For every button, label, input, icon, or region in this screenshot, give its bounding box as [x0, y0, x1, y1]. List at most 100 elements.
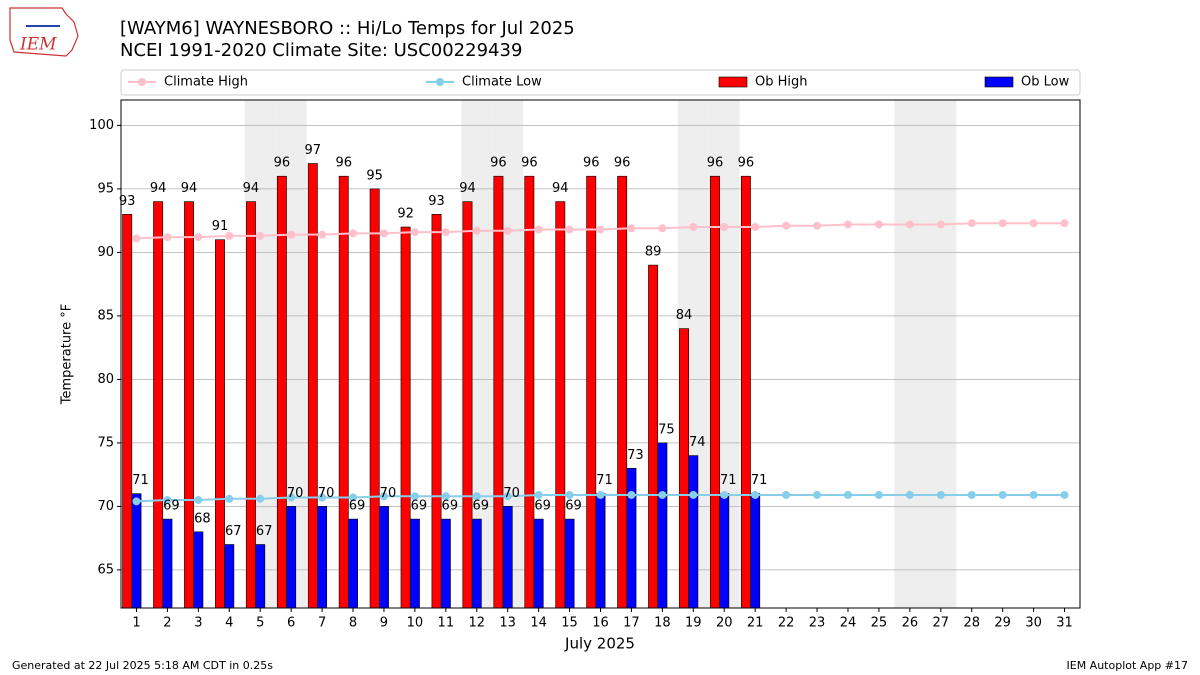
marker	[967, 219, 976, 228]
value-label: 84	[676, 308, 693, 323]
x-tick-label: 29	[994, 616, 1011, 631]
value-label: 96	[583, 156, 600, 171]
y-tick-label: 80	[97, 372, 114, 387]
value-label: 71	[132, 473, 149, 488]
bar	[255, 544, 266, 609]
bar	[193, 531, 204, 609]
value-label: 89	[645, 245, 662, 260]
bar	[710, 175, 720, 609]
value-label: 69	[472, 499, 489, 514]
value-label: 67	[225, 524, 242, 539]
value-label: 69	[534, 499, 551, 514]
marker	[813, 221, 822, 230]
marker	[132, 234, 141, 243]
marker	[905, 220, 914, 229]
value-label: 93	[428, 194, 445, 209]
marker	[936, 220, 945, 229]
value-label: 75	[658, 422, 675, 437]
marker	[194, 496, 203, 505]
x-tick-label: 14	[530, 616, 547, 631]
legend-marker	[138, 78, 146, 86]
marker	[225, 231, 234, 240]
value-label: 71	[751, 473, 768, 488]
legend-label: Ob High	[755, 75, 808, 90]
legend-swatch	[984, 76, 1014, 88]
x-tick-label: 18	[654, 616, 671, 631]
bar	[122, 214, 133, 609]
shade	[894, 100, 926, 608]
x-tick-label: 17	[623, 616, 640, 631]
bar	[493, 175, 504, 609]
value-label: 69	[565, 499, 582, 514]
value-label: 70	[503, 486, 520, 501]
shade	[925, 100, 957, 608]
bar	[184, 201, 194, 609]
bar	[162, 518, 173, 609]
bar	[379, 506, 389, 609]
x-tick-label: 27	[933, 616, 950, 631]
value-label: 94	[243, 181, 260, 196]
marker	[287, 230, 296, 239]
marker	[256, 231, 265, 240]
marker	[905, 490, 914, 499]
value-label: 94	[552, 181, 569, 196]
legend-box	[120, 69, 1081, 96]
marker	[874, 490, 883, 499]
value-label: 94	[181, 181, 198, 196]
bar	[740, 175, 751, 609]
value-label: 96	[707, 156, 724, 171]
marker	[349, 229, 358, 238]
bar	[153, 201, 164, 609]
x-tick-label: 13	[499, 616, 516, 631]
marker	[503, 226, 512, 235]
marker	[998, 219, 1007, 228]
value-label: 70	[380, 486, 397, 501]
marker	[1060, 490, 1069, 499]
marker	[472, 492, 481, 501]
legend-label: Climate High	[164, 75, 248, 90]
marker	[843, 490, 852, 499]
x-tick-label: 6	[287, 616, 295, 631]
bar	[595, 493, 606, 609]
marker	[163, 233, 172, 242]
marker	[596, 225, 605, 234]
marker	[1029, 219, 1038, 228]
marker	[843, 220, 852, 229]
marker	[874, 220, 883, 229]
bar	[462, 201, 473, 609]
chart-title: [WAYM6] WAYNESBORO :: Hi/Lo Temps for Ju…	[120, 18, 575, 39]
marker	[998, 490, 1007, 499]
legend-marker	[436, 78, 444, 86]
bar	[471, 518, 482, 609]
value-label: 68	[194, 511, 211, 526]
marker	[318, 493, 327, 502]
value-label: 96	[490, 156, 507, 171]
x-tick-label: 19	[685, 616, 702, 631]
marker	[1060, 219, 1069, 228]
marker	[503, 492, 512, 501]
bar	[307, 163, 318, 609]
bar	[533, 518, 544, 609]
legend-label: Climate Low	[462, 75, 542, 90]
marker	[813, 490, 822, 499]
value-label: 93	[119, 194, 136, 209]
value-label: 91	[212, 219, 229, 234]
x-tick-label: 7	[318, 616, 326, 631]
marker	[565, 490, 574, 499]
value-label: 69	[442, 499, 459, 514]
value-label: 96	[521, 156, 538, 171]
marker	[132, 497, 141, 506]
footer-left: Generated at 22 Jul 2025 5:18 AM CDT in …	[12, 659, 273, 672]
value-label: 71	[596, 473, 613, 488]
marker	[658, 490, 667, 499]
marker	[441, 228, 450, 237]
value-label: 94	[459, 181, 476, 196]
bar	[245, 201, 256, 609]
bar	[317, 506, 328, 609]
bar	[648, 264, 659, 609]
value-label: 74	[689, 435, 706, 450]
plot-frame	[120, 99, 1081, 609]
value-label: 96	[738, 156, 755, 171]
bar	[502, 506, 513, 609]
